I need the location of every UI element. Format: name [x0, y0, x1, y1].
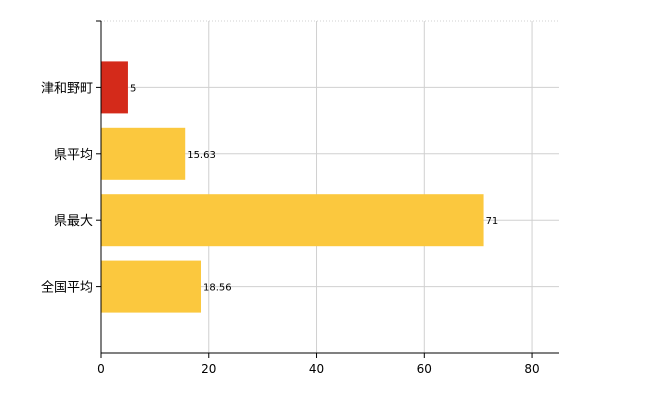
category-label-1: 県平均: [54, 148, 93, 163]
bars: [101, 61, 484, 313]
x-tick-label-80: 80: [524, 362, 539, 376]
category-label-0: 津和野町: [41, 81, 93, 96]
bar-1: [101, 127, 186, 180]
labels: 5 津和野町 15.63 県平均 71 県最大 18.56 全国平均 0 20 40 60 80: [41, 81, 540, 376]
x-tick-label-60: 60: [417, 362, 432, 376]
x-tick-label-0: 0: [97, 362, 105, 376]
bar-2: [101, 194, 484, 247]
value-label-1: 15.63: [187, 150, 216, 161]
x-tick-label-20: 20: [201, 362, 216, 376]
bar-3: [101, 260, 202, 313]
category-label-3: 全国平均: [41, 280, 93, 296]
value-label-3: 18.56: [203, 283, 232, 294]
axes: [96, 20, 559, 358]
category-label-2: 県最大: [54, 214, 93, 229]
value-label-0: 5: [130, 83, 136, 94]
bar-0: [101, 61, 128, 114]
gridlines: [101, 20, 559, 353]
value-label-2: 71: [486, 216, 499, 227]
x-tick-label-40: 40: [309, 362, 324, 376]
